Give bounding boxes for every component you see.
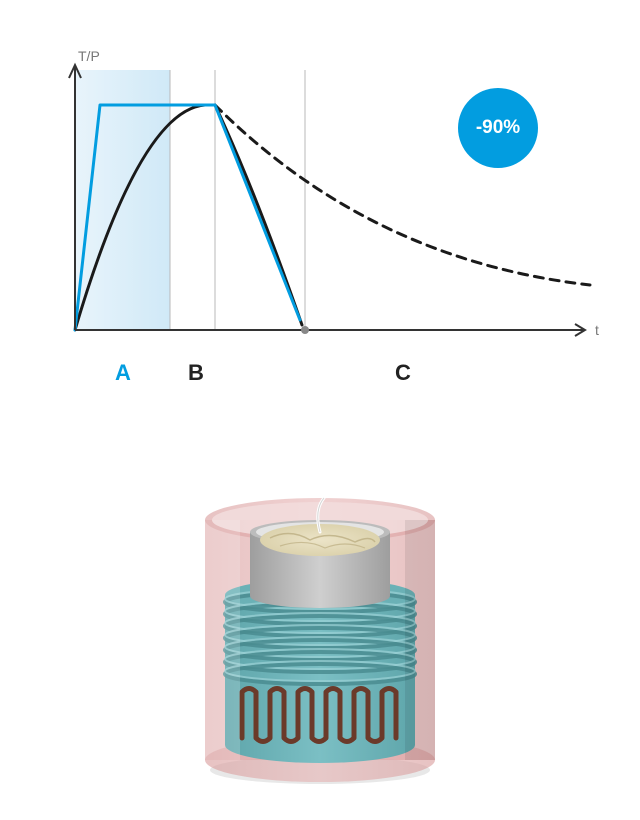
device-diagram xyxy=(0,470,640,800)
process-chart: -90% T/P t A B C xyxy=(0,0,640,410)
device-svg xyxy=(180,480,460,790)
badge-text: -90% xyxy=(476,117,520,139)
phase-label-a: A xyxy=(115,360,131,386)
phase-label-b: B xyxy=(188,360,204,386)
y-axis-label: T/P xyxy=(78,48,100,64)
reduction-badge: -90% xyxy=(458,88,538,168)
phase-label-c: C xyxy=(395,360,411,386)
x-axis-label: t xyxy=(595,322,599,338)
